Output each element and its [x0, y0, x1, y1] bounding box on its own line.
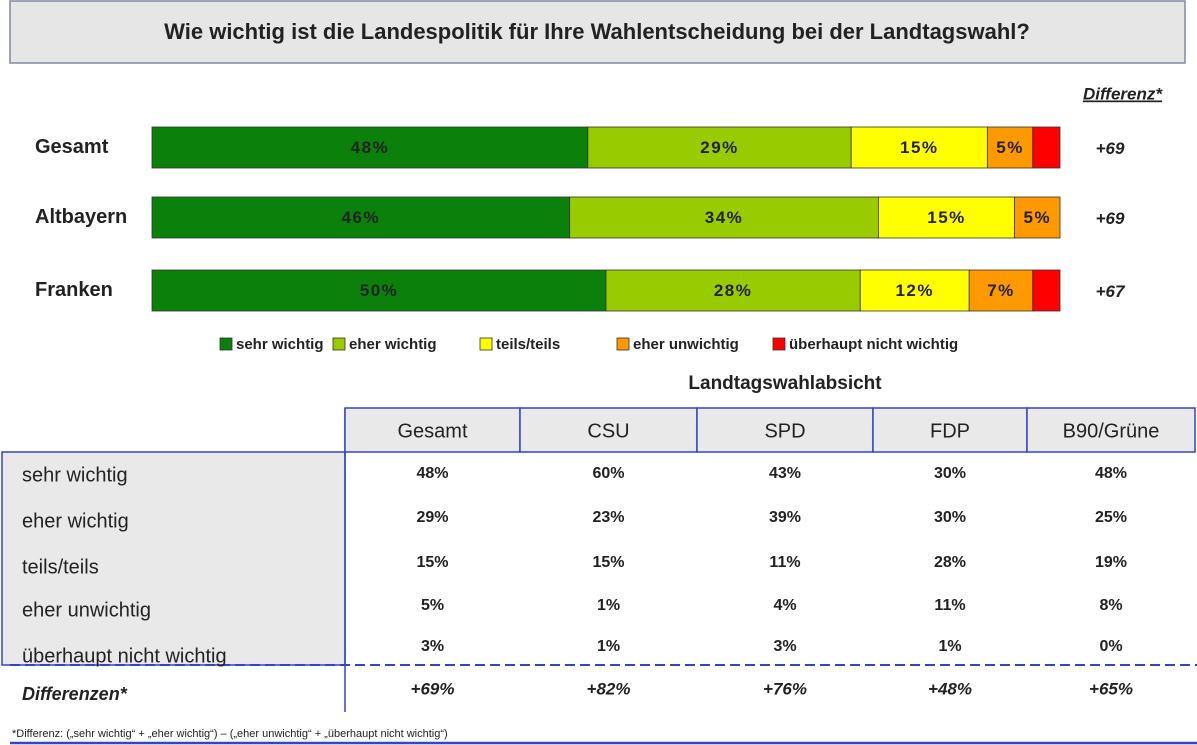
table-cell: 48%: [1095, 465, 1127, 482]
table-cell: 30%: [934, 465, 966, 482]
data-label: 5%: [1024, 208, 1052, 227]
column-header-cell: [696, 407, 874, 453]
table-cell: 43%: [769, 465, 801, 482]
row-label: überhaupt nicht wichtig: [22, 645, 227, 667]
table-cell: 3%: [773, 638, 796, 655]
legend-swatch: [479, 337, 493, 351]
category-label: Franken: [35, 279, 113, 301]
table-cell: 0%: [1099, 638, 1122, 655]
table-title: Landtagswahlabsicht: [688, 373, 882, 394]
table-cell: 30%: [934, 509, 966, 526]
bar-segment: [1032, 269, 1061, 312]
bar-segment: [151, 126, 589, 169]
table-cell: 11%: [934, 597, 965, 614]
data-label: 5%: [996, 138, 1024, 157]
data-label: 50%: [360, 281, 399, 300]
table-cell: 8%: [1099, 597, 1122, 614]
table-cell: 11%: [769, 554, 800, 571]
column-header: B90/Grüne: [1063, 420, 1160, 442]
data-label: 29%: [700, 138, 739, 157]
difference-value: +69: [1096, 139, 1125, 158]
data-label: 28%: [714, 281, 753, 300]
table-cell: 23%: [592, 509, 624, 526]
row-label-panel: [1, 451, 346, 666]
column-header-cell: [344, 407, 521, 453]
table-cell: +76%: [763, 679, 807, 698]
difference-header: Differenz*: [1083, 84, 1163, 103]
column-header-cell: [1026, 407, 1196, 453]
bar-segment: [1014, 196, 1061, 239]
data-label: 12%: [895, 281, 934, 300]
table-cell: 25%: [1095, 509, 1127, 526]
legend-label: überhaupt nicht wichtig: [789, 336, 958, 353]
column-header: Gesamt: [397, 420, 467, 442]
row-label: Differenzen*: [22, 684, 128, 704]
difference-value: +67: [1096, 282, 1126, 301]
legend-swatch: [772, 337, 786, 351]
column-header: FDP: [930, 420, 970, 442]
bar-segment: [605, 269, 861, 312]
difference-value: +69: [1096, 209, 1125, 228]
data-label: 48%: [351, 138, 390, 157]
row-label: eher wichtig: [22, 510, 129, 532]
table-cell: +65%: [1089, 679, 1133, 698]
table-cell: 48%: [416, 465, 448, 482]
column-header: SPD: [764, 420, 805, 442]
table-cell: 15%: [416, 554, 448, 571]
category-label: Altbayern: [35, 206, 127, 228]
table-cell: 39%: [769, 509, 801, 526]
legend-label: sehr wichtig: [236, 336, 324, 353]
data-label: 7%: [987, 281, 1015, 300]
legend-label: eher unwichtig: [633, 336, 739, 353]
data-label: 34%: [705, 208, 744, 227]
table-cell: 29%: [416, 509, 448, 526]
table-cell: 3%: [421, 638, 444, 655]
legend-swatch: [219, 337, 233, 351]
table-cell: +48%: [928, 679, 972, 698]
table-cell: 19%: [1095, 554, 1127, 571]
row-label: eher unwichtig: [22, 599, 151, 621]
bar-segment: [850, 126, 988, 169]
data-label: 46%: [342, 208, 381, 227]
table-cell: 1%: [597, 638, 620, 655]
table-cell: +69%: [411, 679, 455, 698]
table-cell: 28%: [934, 554, 966, 571]
column-header: CSU: [587, 420, 629, 442]
row-label: sehr wichtig: [22, 464, 128, 486]
bar-segment: [968, 269, 1034, 312]
legend-label: teils/teils: [496, 336, 560, 353]
table-cell: +82%: [587, 679, 631, 698]
bar-segment: [587, 126, 852, 169]
bar-segment: [1032, 126, 1061, 169]
bar-segment: [151, 196, 571, 239]
title-box: [9, 0, 1186, 64]
chart-title: Wie wichtig ist die Landespolitik für Ih…: [164, 19, 1030, 44]
bar-segment: [859, 269, 970, 312]
bar-segment: [986, 126, 1034, 169]
data-label: 15%: [927, 208, 966, 227]
table-cell: 60%: [592, 465, 624, 482]
column-header-cell: [872, 407, 1028, 453]
category-label: Gesamt: [35, 136, 109, 158]
table-cell: 5%: [421, 597, 444, 614]
legend-swatch: [332, 337, 346, 351]
table-cell: 1%: [597, 597, 620, 614]
legend-swatch: [616, 337, 630, 351]
bar-segment: [151, 269, 607, 312]
column-header-cell: [519, 407, 698, 453]
footnote: *Differenz: („sehr wichtig“ + „eher wich…: [12, 728, 448, 740]
legend-label: eher wichtig: [349, 336, 437, 353]
table-cell: 4%: [773, 597, 796, 614]
row-label: teils/teils: [22, 556, 99, 578]
table-cell: 15%: [592, 554, 624, 571]
table-cell: 1%: [938, 638, 961, 655]
data-label: 15%: [900, 138, 939, 157]
